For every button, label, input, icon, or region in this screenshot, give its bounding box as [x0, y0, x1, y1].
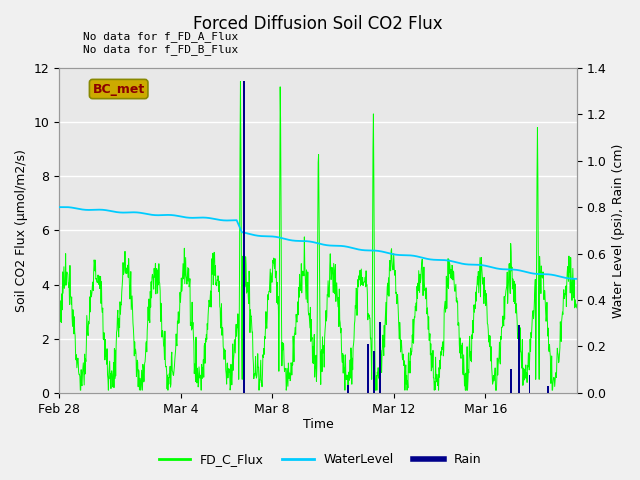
Y-axis label: Soil CO2 Flux (μmol/m2/s): Soil CO2 Flux (μmol/m2/s) [15, 149, 28, 312]
Title: Forced Diffusion Soil CO2 Flux: Forced Diffusion Soil CO2 Flux [193, 15, 443, 33]
Bar [518, 325, 520, 393]
Text: No data for f_FD_A_Flux: No data for f_FD_A_Flux [83, 31, 239, 42]
Bar [529, 375, 531, 393]
Bar [373, 351, 375, 393]
Bar [547, 386, 548, 393]
Bar [348, 385, 349, 393]
Legend: FD_C_Flux, WaterLevel, Rain: FD_C_Flux, WaterLevel, Rain [154, 448, 486, 471]
Text: No data for f_FD_B_Flux: No data for f_FD_B_Flux [83, 44, 239, 55]
Bar [510, 369, 512, 393]
Bar [380, 323, 381, 393]
Bar [243, 82, 245, 393]
Y-axis label: Water Level (psi), Rain (cm): Water Level (psi), Rain (cm) [612, 143, 625, 318]
X-axis label: Time: Time [303, 419, 333, 432]
Bar [367, 344, 369, 393]
Text: BC_met: BC_met [93, 83, 145, 96]
